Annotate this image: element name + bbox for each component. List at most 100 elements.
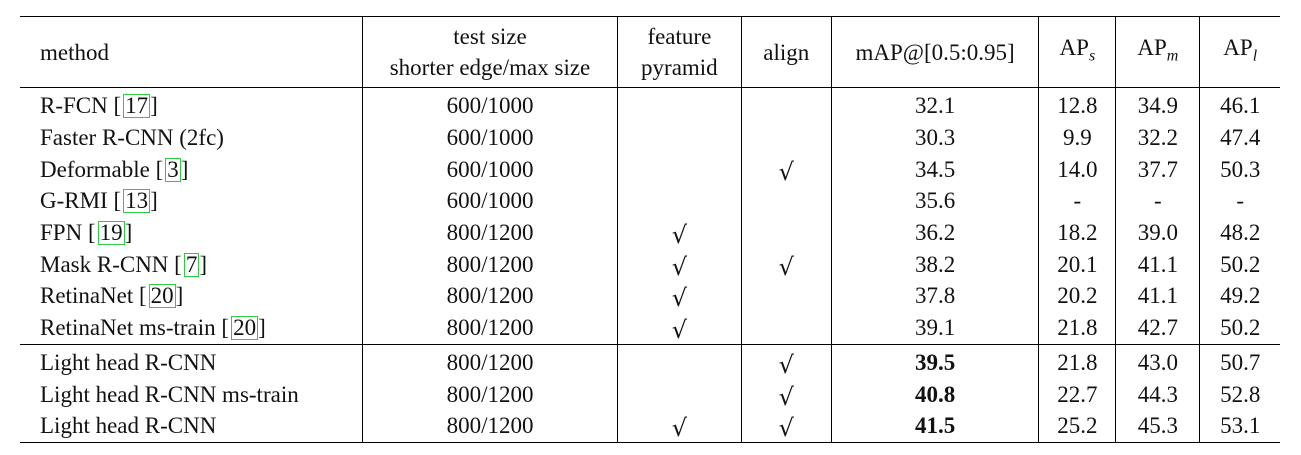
ap-small-cell: 21.8 xyxy=(1038,344,1117,379)
test-size-cell-text: 600/1000 xyxy=(446,93,534,119)
map-cell-text: 39.5 xyxy=(914,349,956,375)
method-cell: R-FCN [17] xyxy=(20,87,364,122)
map-cell-text: 36.2 xyxy=(914,220,956,246)
align-check xyxy=(741,311,832,344)
method-cell: Deformable [3] xyxy=(20,153,364,186)
ap-medium-cell: 39.0 xyxy=(1115,216,1201,249)
ap-small-cell-text: 12.8 xyxy=(1057,93,1098,119)
ap-large-cell-text: 52.8 xyxy=(1220,381,1261,407)
map-cell: 40.8 xyxy=(831,378,1040,410)
ap-small-cell-text: 25.2 xyxy=(1057,413,1098,439)
map-cell: 32.1 xyxy=(831,87,1040,122)
ap-large-cell: 50.2 xyxy=(1200,248,1280,280)
header-method: method xyxy=(20,16,364,88)
ap-small-cell-text: 21.8 xyxy=(1057,349,1098,375)
ap-small-cell-text: 18.2 xyxy=(1057,220,1098,246)
ap-large-cell-text: 50.3 xyxy=(1220,156,1261,182)
table-row: R-FCN [17] 600/1000 32.1 12.8 34.9 46.1 xyxy=(20,87,1280,122)
ap-small-cell: 20.2 xyxy=(1038,280,1117,312)
citation-link[interactable]: 20 xyxy=(148,283,176,309)
results-table-container: method test size shorter edge/max size f… xyxy=(20,16,1280,443)
align-check xyxy=(741,185,832,217)
table-row: Light head R-CNN 800/1200 √ 39.5 21.8 43.0 50.… xyxy=(20,344,1280,379)
header-ap-small: APs xyxy=(1038,16,1117,88)
align-check: √ xyxy=(741,378,832,411)
header-method-text: method xyxy=(40,39,109,65)
feature-pyramid-check xyxy=(617,378,742,410)
method-cell: Light head R-CNN xyxy=(20,409,364,443)
header-ap-m-label: AP xyxy=(1137,35,1167,61)
header-row: method test size shorter edge/max size f… xyxy=(20,16,1280,88)
ap-small-cell-text: 20.1 xyxy=(1057,251,1098,277)
ap-large-cell-text: 47.4 xyxy=(1220,125,1261,151)
citation-link[interactable]: 13 xyxy=(123,188,151,214)
table-row: FPN [19] 800/1200 √ 36.2 18.2 39.0 48.2 xyxy=(20,216,1280,249)
citation-link[interactable]: 20 xyxy=(231,315,259,341)
citation-link[interactable]: 17 xyxy=(123,93,151,119)
align-check: √ xyxy=(741,409,832,442)
method-name: RetinaNet xyxy=(40,283,134,309)
table-row: Light head R-CNN 800/1200 √ √ 41.5 25.2 45.3 53… xyxy=(20,409,1280,443)
method-cell: Light head R-CNN xyxy=(20,344,364,379)
test-size-cell-text: 800/1200 xyxy=(446,349,534,375)
feature-pyramid-check: √ xyxy=(617,409,742,442)
test-size-cell: 800/1200 xyxy=(362,216,618,249)
ap-large-cell-text: 50.2 xyxy=(1220,251,1261,277)
method-name: Faster R-CNN (2fc) xyxy=(40,125,224,151)
header-test-size: test size shorter edge/max size xyxy=(362,16,618,88)
align-check xyxy=(741,87,832,122)
feature-pyramid-check xyxy=(617,344,742,379)
method-name: Light head R-CNN ms-train xyxy=(40,381,299,407)
method-cell: RetinaNet [20] xyxy=(20,280,364,312)
ap-medium-cell: 44.3 xyxy=(1115,378,1201,410)
map-cell-text: 34.5 xyxy=(914,156,956,182)
feature-pyramid-check xyxy=(617,153,742,186)
ap-large-cell-text: 50.2 xyxy=(1220,315,1261,341)
ap-large-cell-text: 50.7 xyxy=(1220,349,1261,375)
header-map-text: mAP@[0.5:0.95] xyxy=(855,39,1015,65)
ap-medium-cell-text: 42.7 xyxy=(1137,315,1178,341)
ap-small-cell-text: 21.8 xyxy=(1057,315,1098,341)
ap-medium-cell-text: 41.1 xyxy=(1137,283,1178,309)
map-cell-text: 30.3 xyxy=(914,125,956,151)
ap-medium-cell: 37.7 xyxy=(1115,153,1201,186)
header-feature-line2: pyramid xyxy=(641,55,718,80)
header-ap-s-label: AP xyxy=(1059,35,1089,61)
ap-large-cell: 53.1 xyxy=(1200,410,1280,442)
ap-large-cell: 49.2 xyxy=(1200,280,1280,312)
align-check-text: √ xyxy=(778,252,794,281)
citation-link[interactable]: 7 xyxy=(183,251,200,277)
test-size-cell-text: 800/1200 xyxy=(446,315,534,341)
table-row: Deformable [3] 600/1000 √ 34.5 14.0 37.7 50.3 xyxy=(20,153,1280,186)
ap-small-cell: 21.8 xyxy=(1038,311,1117,344)
ap-large-cell-text: - xyxy=(1236,188,1245,214)
align-check xyxy=(741,216,832,249)
ap-large-cell: - xyxy=(1200,185,1280,217)
ap-medium-cell: - xyxy=(1115,185,1201,217)
test-size-cell-text: 600/1000 xyxy=(446,125,534,151)
map-cell: 41.5 xyxy=(831,409,1040,443)
citation-link[interactable]: 19 xyxy=(97,220,125,246)
header-feature-pyramid: feature pyramid xyxy=(617,16,742,88)
test-size-cell-text: 600/1000 xyxy=(446,156,534,182)
map-cell-text: 35.6 xyxy=(914,188,956,214)
ap-medium-cell-text: 32.2 xyxy=(1137,125,1178,151)
ap-large-cell-text: 48.2 xyxy=(1220,220,1261,246)
map-cell: 39.5 xyxy=(831,344,1040,379)
method-name: Light head R-CNN xyxy=(40,349,217,375)
test-size-cell: 600/1000 xyxy=(362,185,618,217)
citation-link[interactable]: 3 xyxy=(165,156,181,182)
map-cell-text: 39.1 xyxy=(914,315,956,341)
table-row: RetinaNet ms-train [20] 800/1200 √ 39.1 21.8… xyxy=(20,311,1280,344)
ap-small-cell: 18.2 xyxy=(1038,216,1117,249)
map-cell-text: 32.1 xyxy=(914,93,956,119)
method-cell: Light head R-CNN ms-train xyxy=(20,378,364,410)
ap-small-cell-text: 22.7 xyxy=(1057,381,1098,407)
test-size-cell: 800/1200 xyxy=(362,409,618,443)
map-cell: 37.8 xyxy=(831,280,1040,312)
align-check-text: √ xyxy=(778,382,794,411)
header-map: mAP@[0.5:0.95] xyxy=(831,16,1040,88)
align-check: √ xyxy=(741,153,832,186)
map-cell: 35.6 xyxy=(831,185,1040,217)
test-size-cell-text: 800/1200 xyxy=(446,283,534,309)
